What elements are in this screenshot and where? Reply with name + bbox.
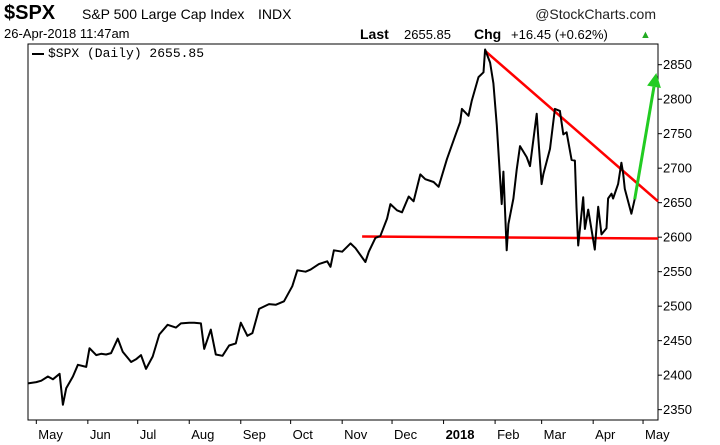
x-tick-label: Jun: [90, 427, 111, 442]
legend: $SPX (Daily) 2655.85: [32, 46, 204, 61]
y-tick-label: 2650: [663, 195, 692, 210]
x-tick-label: Jul: [140, 427, 157, 442]
x-tick-label: Mar: [544, 427, 567, 442]
y-tick-label: 2850: [663, 57, 692, 72]
y-tick-label: 2700: [663, 161, 692, 176]
x-axis: May Jun Jul Aug Sep Oct Nov Dec 2018 Feb Mar Apr May: [35, 420, 670, 442]
brand-link[interactable]: @StockCharts.com: [535, 6, 656, 22]
ticker-symbol: $SPX: [4, 2, 56, 24]
up-arrow-icon: ▲: [640, 29, 651, 41]
legend-label: $SPX (Daily) 2655.85: [48, 46, 205, 61]
annotations: [362, 49, 659, 240]
forecast-arrowhead: [647, 73, 661, 88]
x-tick-label: Apr: [595, 427, 616, 442]
y-tick-label: 2600: [663, 230, 692, 245]
y-tick-label: 2500: [663, 299, 692, 314]
y-tick-label: 2400: [663, 368, 692, 383]
y-axis: 2350 2400 2450 2500 2550 2600 2650 2700 2750 2800…: [658, 57, 692, 417]
x-tick-label: Feb: [497, 427, 519, 442]
x-tick-label: Oct: [293, 427, 314, 442]
price-line: [27, 48, 636, 406]
timestamp: 26-Apr-2018 11:47am: [4, 26, 130, 41]
x-tick-label: 2018: [446, 427, 475, 442]
resistance-trendline: [484, 49, 659, 203]
change-label: Chg: [474, 26, 502, 42]
y-tick-label: 2550: [663, 264, 692, 279]
forecast-arrow: [633, 86, 656, 200]
y-tick-label: 2800: [663, 92, 692, 107]
x-tick-label: Nov: [344, 427, 368, 442]
x-tick-label: Dec: [394, 427, 418, 442]
exchange-label: INDX: [258, 6, 292, 22]
x-tick-label: May: [38, 427, 63, 442]
y-tick-label: 2350: [663, 402, 692, 417]
x-tick-label: Aug: [191, 427, 214, 442]
y-tick-label: 2450: [663, 333, 692, 348]
y-tick-label: 2750: [663, 126, 692, 141]
last-value: 2655.85: [404, 27, 451, 42]
x-tick-label: Sep: [243, 427, 266, 442]
plot-area: [27, 43, 659, 421]
support-line: [362, 235, 659, 240]
legend-line-icon: [32, 52, 44, 55]
last-label: Last: [360, 26, 389, 42]
index-name: S&P 500 Large Cap Index: [82, 6, 245, 22]
x-tick-label: May: [645, 427, 670, 442]
arrow-layer: [633, 73, 661, 200]
change-value: +16.45 (+0.62%): [511, 27, 608, 42]
series-layer: [27, 48, 636, 406]
